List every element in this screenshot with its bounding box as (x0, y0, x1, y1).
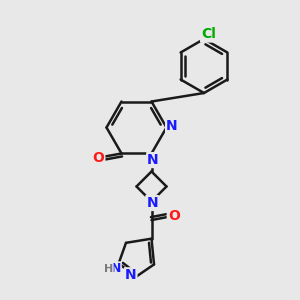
Text: N: N (125, 268, 136, 282)
Text: O: O (168, 208, 180, 223)
Text: N: N (146, 196, 158, 210)
Text: N: N (147, 153, 159, 167)
Text: N: N (110, 262, 121, 275)
Text: N: N (166, 119, 178, 133)
Text: H: H (103, 264, 113, 274)
Text: O: O (92, 151, 104, 165)
Text: Cl: Cl (201, 28, 216, 41)
